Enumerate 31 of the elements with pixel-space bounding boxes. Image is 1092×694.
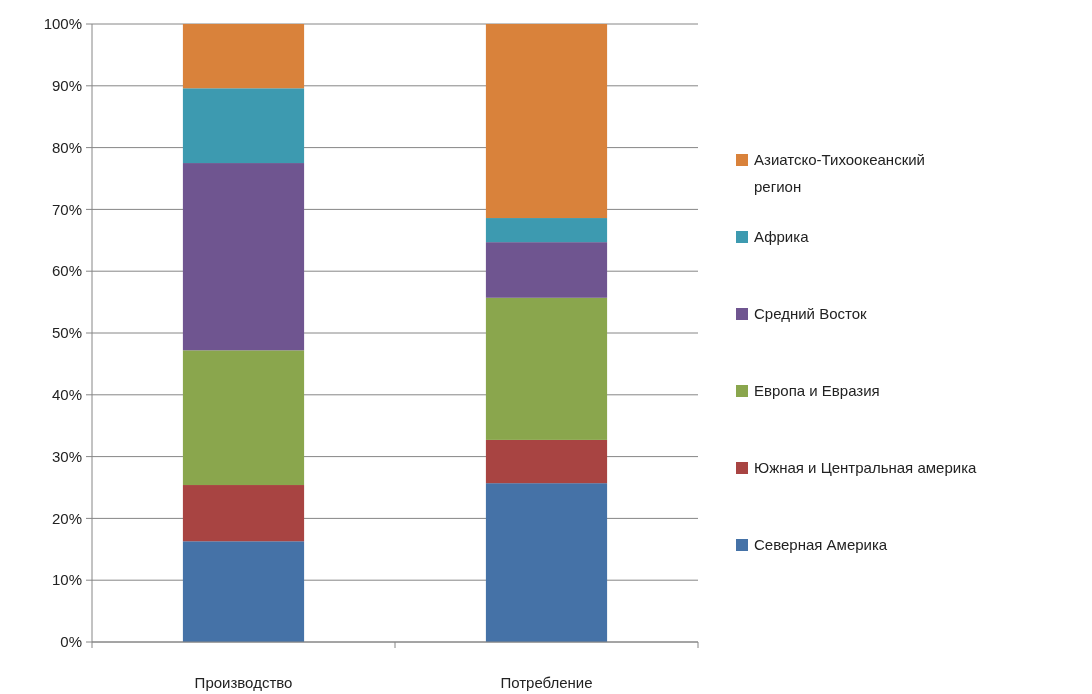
y-tick-label: 30% [51,447,82,465]
bar [485,439,608,484]
y-tick-label: 40% [51,386,82,404]
legend-label: Азиатско-Тихоокеанский регион [754,151,925,196]
y-tick-label: 20% [51,509,82,527]
legend-label: Европа и Евразия [754,382,880,400]
bar [485,297,608,440]
bar [182,88,305,164]
bar [485,24,608,219]
bar [182,350,305,486]
bar [485,218,608,243]
bar [182,24,305,89]
bar [182,485,305,542]
bar [485,242,608,298]
bar [182,163,305,351]
legend-label: Южная и Центральная америка [754,459,978,477]
bar [182,541,305,642]
y-tick-label: 90% [51,77,82,95]
y-tick-label: 80% [51,138,82,156]
y-tick-label: 10% [51,571,82,589]
x-tick-label: Потребление [500,674,593,691]
y-tick-label: 0% [60,633,82,651]
legend-label: Средний Восток [754,305,868,323]
legend-label: Африка [754,228,810,246]
x-tick-label: Производство [194,674,293,691]
y-tick-label: 100% [43,15,82,33]
y-tick-label: 60% [51,262,82,280]
y-tick-label: 70% [51,200,82,218]
y-tick-label: 50% [51,324,82,342]
legend-label: Северная Америка [754,536,888,554]
bar [485,483,608,642]
